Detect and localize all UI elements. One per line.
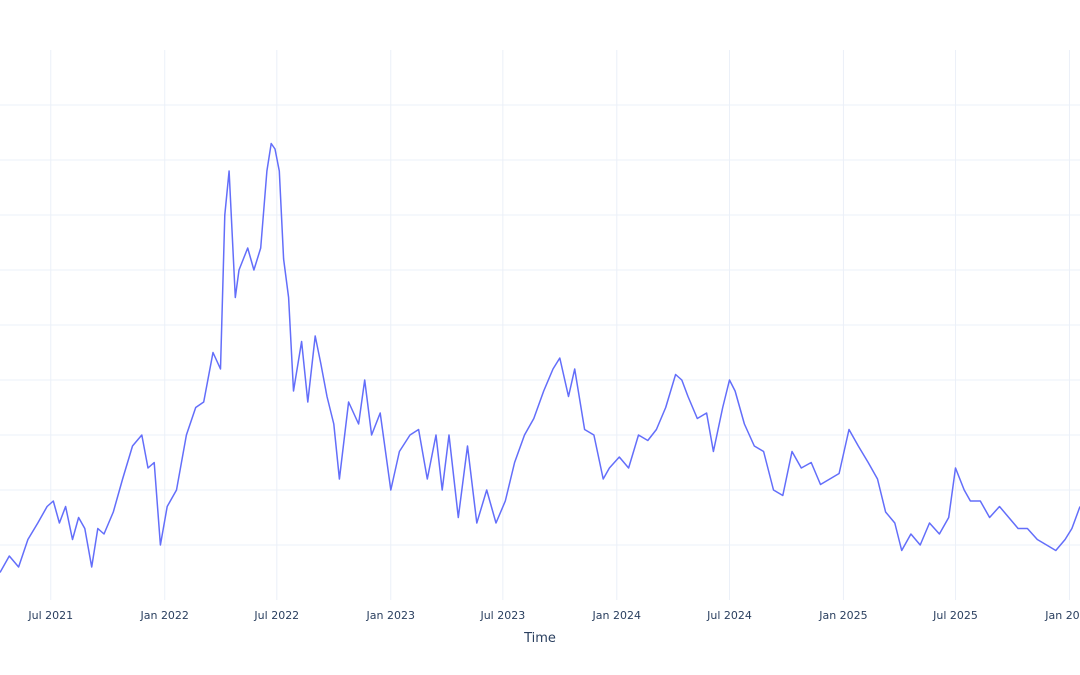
plot-area — [0, 142, 1080, 573]
x-tick-label: Jan 2026 — [1044, 609, 1080, 622]
x-tick-label: Jul 2025 — [932, 609, 978, 622]
x-axis-title: Time — [523, 631, 556, 646]
series-line — [0, 142, 1080, 573]
x-tick-label: Jul 2024 — [706, 609, 752, 622]
x-axis-ticks: Jul 2021 Jan 2022 Jul 2022 Jan 2023 Jul 2023… — [27, 609, 1080, 622]
x-tick-label: Jul 2021 — [27, 609, 73, 622]
x-tick-label: Jan 2024 — [592, 609, 641, 622]
x-tick-label: Jan 2023 — [366, 609, 415, 622]
gridlines — [0, 50, 1080, 600]
x-tick-label: Jan 2022 — [139, 609, 188, 622]
x-tick-label: Jan 2025 — [818, 609, 867, 622]
x-tick-label: Jul 2023 — [479, 609, 525, 622]
x-tick-label: Jul 2022 — [253, 609, 299, 622]
